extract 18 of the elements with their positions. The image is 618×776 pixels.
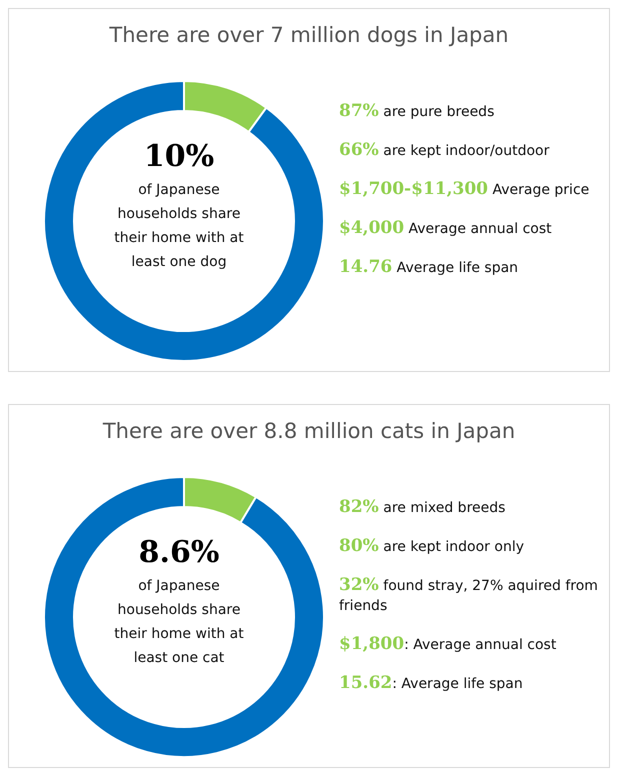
text: 80% are kept indoor only [339,536,524,556]
donut-slice [43,476,325,757]
text: 32% found stray, 27% aquired from friends [339,575,598,614]
text: of Japanese households share their home with at least one dog [113,181,245,272]
chart-title: There are over 8.8 million cats in Japan [102,419,516,443]
text: 8.6% [138,535,220,570]
text: $4,000 Average annual cost [339,218,552,238]
text: $1,700-$11,300 Average price [339,179,590,199]
chart-title: There are over 7 million dogs in Japan [108,23,510,47]
text: 14.76 Average life span [339,257,518,277]
text: 82% are mixed breeds [339,497,506,517]
text: 10% [142,139,216,174]
donut-slice [43,80,325,361]
text: 87% are pure breeds [339,101,494,121]
text: of Japanese households share their home with at least one cat [113,577,245,668]
text: 15.62: Average life span [339,673,523,693]
text: $1,800: Average annual cost [339,634,556,654]
text: 66% are kept indoor/outdoor [339,140,550,160]
